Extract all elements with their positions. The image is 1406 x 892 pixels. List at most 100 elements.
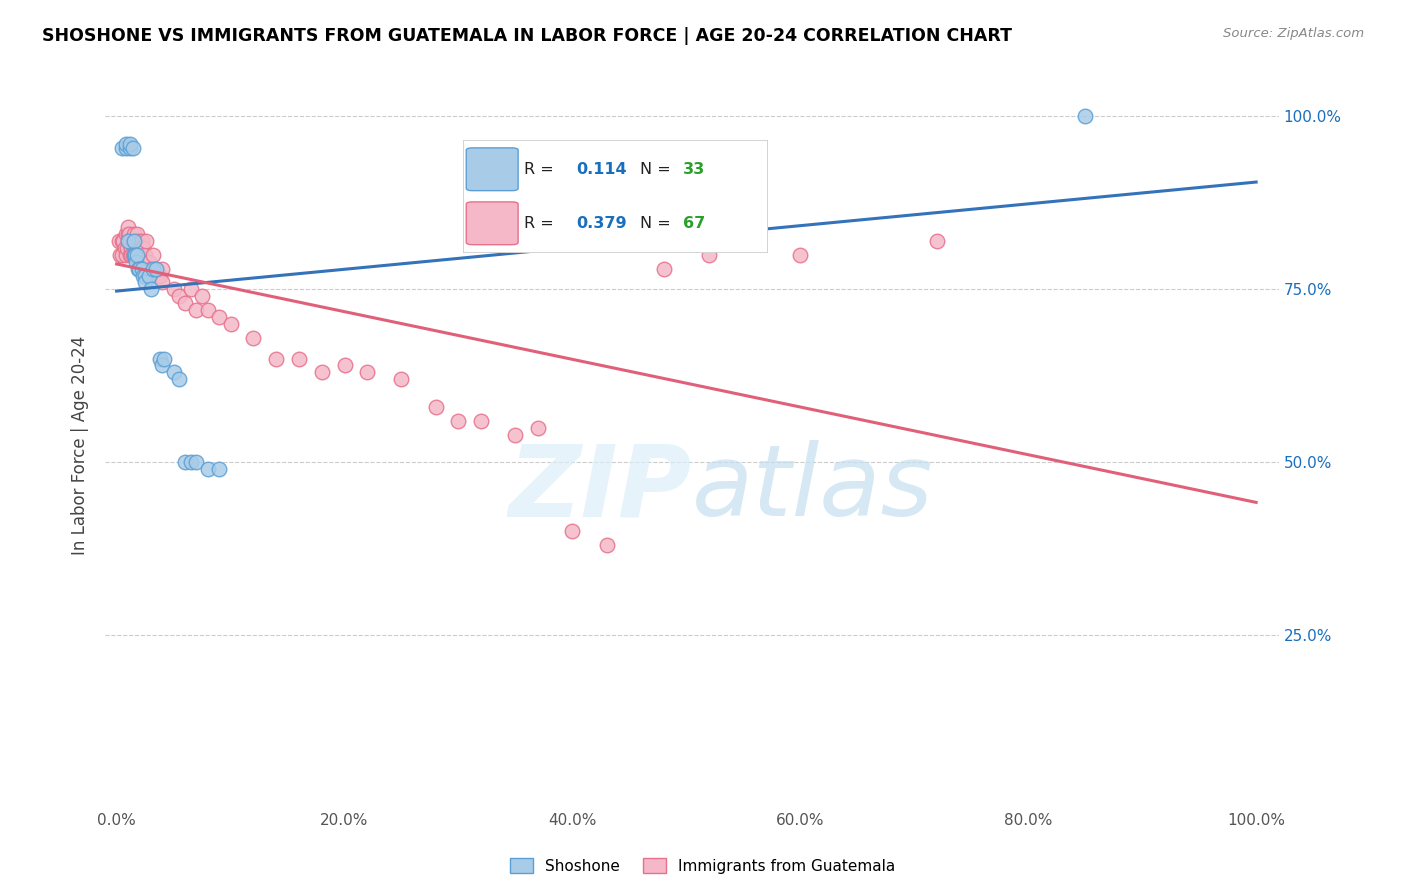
Point [333, 359, 356, 373]
Point [131, 234, 153, 248]
Point [208, 310, 231, 324]
Point [124, 248, 146, 262]
Point [121, 248, 143, 262]
Point [122, 234, 145, 248]
Point [149, 268, 172, 283]
Point [191, 289, 214, 303]
Point [139, 261, 162, 276]
Point [208, 462, 231, 476]
Point [145, 261, 167, 276]
Point [120, 248, 142, 262]
Point [121, 234, 143, 248]
Legend: Shoshone, Immigrants from Guatemala: Shoshone, Immigrants from Guatemala [505, 852, 901, 880]
Point [180, 455, 202, 469]
Point [180, 282, 202, 296]
Point [186, 455, 208, 469]
Point [114, 140, 136, 154]
Point [128, 241, 150, 255]
Point [142, 248, 165, 262]
Point [127, 261, 149, 276]
Point [114, 248, 136, 262]
Point [111, 248, 134, 262]
Point [149, 351, 172, 366]
Point [138, 254, 160, 268]
Point [108, 248, 131, 262]
Point [112, 234, 135, 248]
Point [111, 234, 134, 248]
Point [120, 137, 142, 152]
Text: SHOSHONE VS IMMIGRANTS FROM GUATEMALA IN LABOR FORCE | AGE 20-24 CORRELATION CHA: SHOSHONE VS IMMIGRANTS FROM GUATEMALA IN… [42, 27, 1012, 45]
Point [425, 400, 447, 414]
Point [117, 227, 139, 241]
Point [124, 248, 146, 262]
Point [139, 282, 162, 296]
Point [127, 248, 149, 262]
Point [169, 289, 191, 303]
Point [125, 234, 148, 248]
Point [122, 227, 145, 241]
Point [527, 420, 550, 434]
Point [132, 268, 155, 283]
Point [134, 248, 156, 262]
Text: atlas: atlas [692, 440, 934, 537]
Point [197, 303, 219, 318]
Point [128, 261, 150, 276]
Point [162, 282, 184, 296]
Point [127, 227, 149, 241]
Point [652, 261, 675, 276]
Point [117, 234, 139, 248]
Point [150, 359, 173, 373]
Point [118, 227, 141, 241]
Point [150, 261, 173, 276]
Point [138, 268, 160, 283]
Point [120, 234, 142, 248]
Point [132, 241, 155, 255]
Point [356, 365, 378, 379]
Point [117, 220, 139, 235]
Point [115, 241, 138, 255]
Point [447, 414, 470, 428]
Point [697, 248, 720, 262]
Point [169, 372, 191, 386]
Point [595, 538, 617, 552]
Point [122, 248, 145, 262]
Point [162, 365, 184, 379]
Point [561, 524, 583, 539]
Point [242, 331, 264, 345]
Point [120, 248, 142, 262]
Y-axis label: In Labor Force | Age 20-24: In Labor Force | Age 20-24 [72, 335, 89, 555]
Point [114, 227, 136, 241]
Point [311, 365, 333, 379]
Point [128, 248, 150, 262]
Point [127, 241, 149, 255]
Point [108, 234, 131, 248]
Point [114, 241, 136, 255]
Point [186, 303, 208, 318]
Point [1074, 110, 1097, 124]
Point [131, 261, 153, 276]
Point [122, 234, 145, 248]
Point [789, 248, 811, 262]
Point [121, 140, 143, 154]
Text: ZIP: ZIP [509, 440, 692, 537]
Point [114, 137, 136, 152]
Point [925, 234, 948, 248]
Point [219, 317, 242, 331]
Point [288, 351, 311, 366]
Point [174, 455, 197, 469]
Point [127, 234, 149, 248]
Point [470, 414, 492, 428]
Point [125, 254, 148, 268]
Point [150, 276, 173, 290]
Text: Source: ZipAtlas.com: Source: ZipAtlas.com [1223, 27, 1364, 40]
Point [124, 241, 146, 255]
Point [153, 351, 176, 366]
Point [120, 241, 142, 255]
Point [111, 140, 134, 154]
Point [391, 372, 413, 386]
Point [135, 234, 157, 248]
Point [120, 140, 142, 154]
Point [134, 276, 156, 290]
Point [117, 234, 139, 248]
Point [264, 351, 287, 366]
